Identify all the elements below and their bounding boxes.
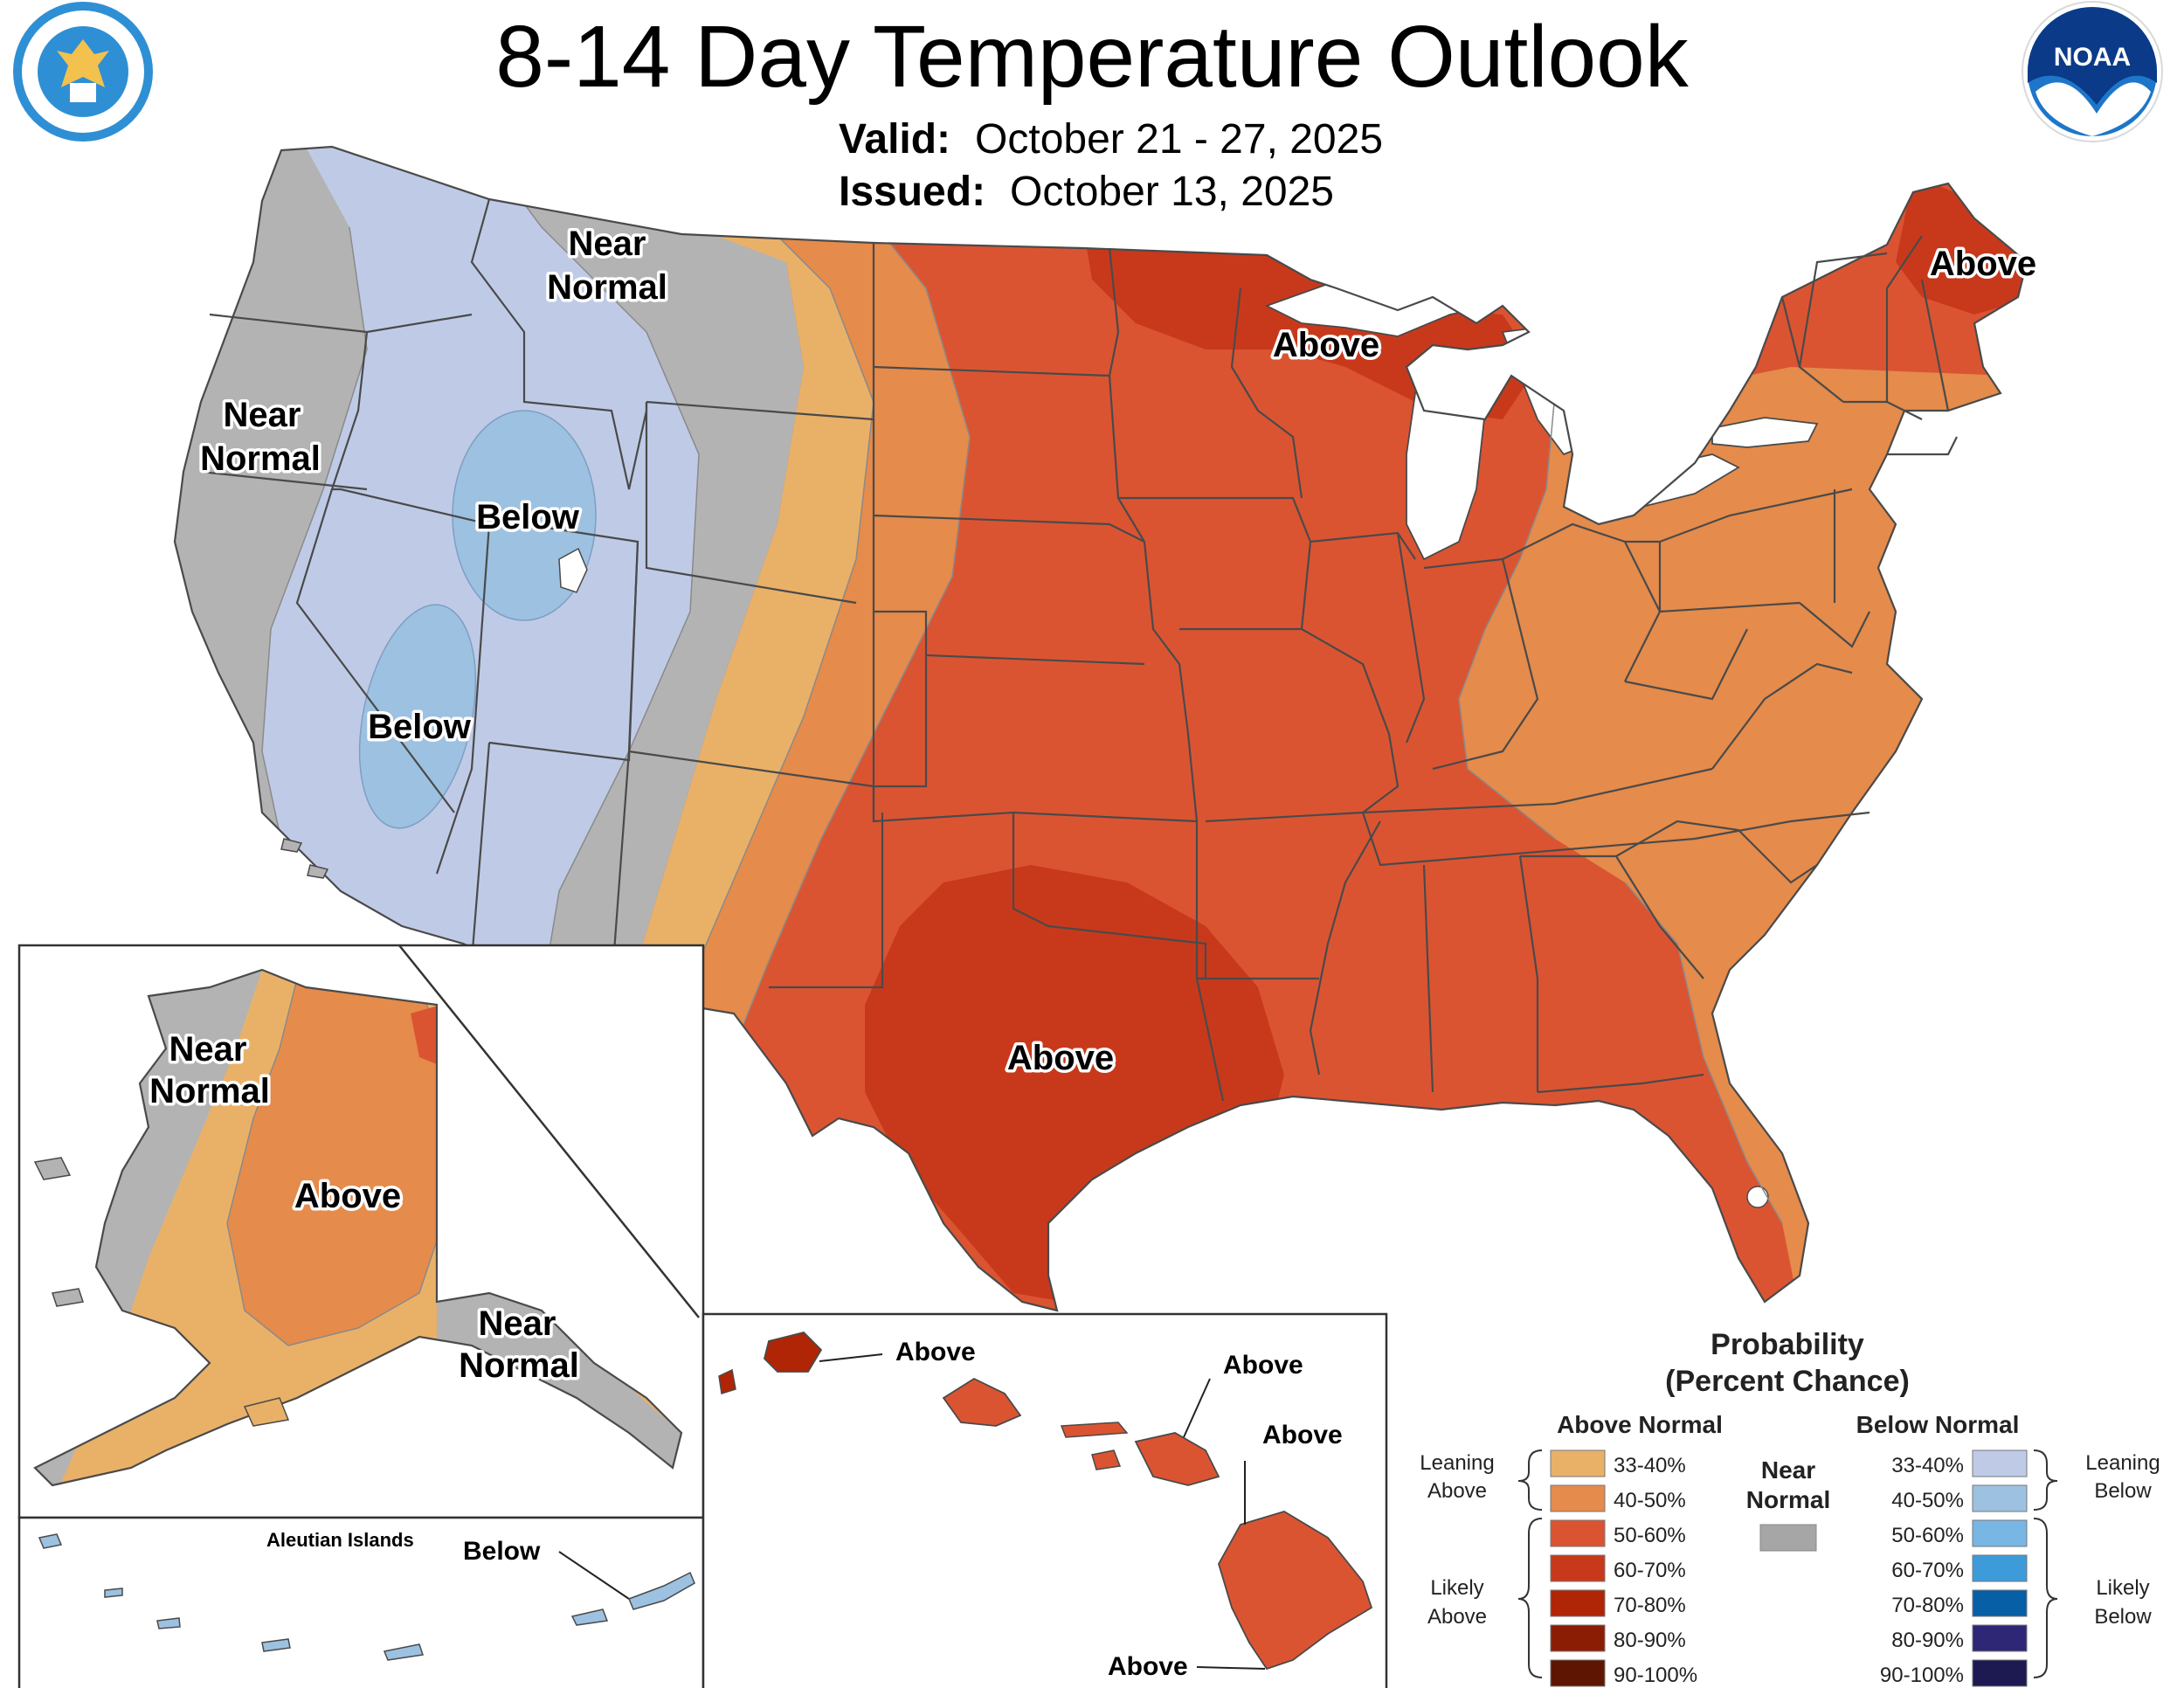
legend-above-swatch-3 xyxy=(1550,1554,1606,1582)
label-aleutians-title: Aleutian Islands xyxy=(266,1529,414,1551)
label-above-maine: Above xyxy=(1930,245,2036,283)
label-ak-se-near: Near xyxy=(479,1304,556,1343)
legend-leaning-above-1: Leaning xyxy=(1420,1451,1494,1475)
hawaii-inset: Above Above Above Above xyxy=(702,1312,1388,1688)
legend-above-swatch-2 xyxy=(1550,1519,1606,1547)
noaa-logo: NOAA xyxy=(2022,1,2163,142)
legend-below-swatch-6 xyxy=(1972,1659,2028,1687)
legend-above-swatch-6 xyxy=(1550,1659,1606,1687)
alaska-leader-line xyxy=(398,944,700,1318)
label-hi-big-island: Above xyxy=(1108,1652,1188,1681)
label-ak-near: Near xyxy=(169,1030,247,1069)
aleutian-islands-shapes xyxy=(38,1533,695,1661)
legend-below-swatch-4 xyxy=(1972,1589,2028,1617)
molokai xyxy=(1060,1422,1129,1438)
legend-below-swatch-3 xyxy=(1972,1554,2028,1582)
alaska-inset: Near Normal Above Near Normal xyxy=(17,944,705,1519)
legend-above-label-4: 70-80% xyxy=(1614,1594,1686,1617)
legend-braces xyxy=(1517,1449,2058,1678)
legend-above-label-5: 80-90% xyxy=(1614,1629,1686,1652)
kauai xyxy=(764,1332,823,1373)
legend-below-label-2: 50-60% xyxy=(1891,1524,1964,1547)
above-33-40-band xyxy=(612,210,874,1048)
label-below-idaho: Below xyxy=(476,498,580,536)
legend-likely-above-1: Likely xyxy=(1430,1576,1483,1600)
legend-below-label-6: 90-100% xyxy=(1880,1664,1964,1687)
legend-title-2: (Percent Chance) xyxy=(1665,1365,1910,1398)
issued-value: October 13, 2025 xyxy=(1010,169,1334,215)
legend-leaning-above-2: Above xyxy=(1427,1479,1487,1503)
legend-likely-below-1: Likely xyxy=(2096,1576,2149,1600)
legend-below-swatch-1 xyxy=(1972,1484,2028,1512)
aleutians-leader xyxy=(558,1551,630,1600)
label-aleutians-below: Below xyxy=(463,1537,541,1566)
legend-near-2: Normal xyxy=(1746,1486,1830,1513)
below-40-50-nevada xyxy=(358,604,477,829)
great-salt-lake xyxy=(558,547,588,593)
valid-label: Valid: xyxy=(839,116,951,163)
issued-date: Issued: October 13, 2025 xyxy=(839,168,1334,216)
label-ak-se-normal: Normal xyxy=(459,1346,579,1385)
legend-title-1: Probability xyxy=(1711,1328,1864,1361)
page-title: 8-14 Day Temperature Outlook xyxy=(495,8,1689,106)
oahu xyxy=(942,1377,1022,1427)
label-above-texas: Above xyxy=(1007,1039,1114,1077)
label-hi-oahu: Above xyxy=(1223,1351,1303,1380)
legend-above-label-3: 60-70% xyxy=(1614,1559,1686,1582)
legend-below-label-4: 70-80% xyxy=(1891,1594,1964,1617)
commerce-seal-logo xyxy=(13,2,153,142)
label-rockies-normal: Normal xyxy=(547,268,667,307)
legend-above-rows: 33-40% 40-50% 50-60% 60-70% 70-80% 80-90% 90-1… xyxy=(1550,1449,1697,1687)
legend-near-1: Near xyxy=(1761,1456,1815,1484)
label-below-nevada: Below xyxy=(368,708,472,746)
aleutians-inset: Aleutian Islands Below xyxy=(17,1516,705,1688)
legend-likely-above-2: Above xyxy=(1427,1605,1487,1629)
legend-below-swatch-2 xyxy=(1972,1519,2028,1547)
label-ak-above: Above xyxy=(294,1177,401,1215)
label-pacific-normal: Normal xyxy=(200,439,321,478)
legend-below-rows: 33-40% 40-50% 50-60% 60-70% 70-80% 80-90% 90-1… xyxy=(1880,1449,2028,1687)
noaa-logo-text: NOAA xyxy=(2054,43,2131,72)
legend-above-header: Above Normal xyxy=(1557,1411,1723,1438)
label-rockies-near: Near xyxy=(569,225,646,263)
legend-below-label-1: 40-50% xyxy=(1891,1489,1964,1512)
label-ak-normal: Normal xyxy=(149,1072,270,1110)
legend-above-label-2: 50-60% xyxy=(1614,1524,1686,1547)
legend-leaning-below-1: Leaning xyxy=(2085,1451,2160,1475)
legend-above-swatch-5 xyxy=(1550,1624,1606,1652)
lanai xyxy=(1091,1449,1122,1470)
label-hi-kauai: Above xyxy=(895,1338,976,1366)
legend-above-swatch-4 xyxy=(1550,1589,1606,1617)
big-island xyxy=(1218,1511,1373,1671)
label-pacific-near: Near xyxy=(224,396,301,434)
legend-above-label-0: 33-40% xyxy=(1614,1454,1686,1477)
label-hi-maui: Above xyxy=(1262,1421,1343,1449)
lake-ontario xyxy=(1711,417,1819,448)
legend-near-swatch xyxy=(1759,1524,1817,1552)
maui xyxy=(1134,1432,1220,1486)
above-60-70-maine xyxy=(1896,175,2027,315)
valid-dates: Valid: October 21 - 27, 2025 xyxy=(839,115,1383,163)
legend: Probability (Percent Chance) Above Norma… xyxy=(1420,1328,2160,1687)
legend-above-swatch-0 xyxy=(1550,1449,1606,1477)
legend-above-label-1: 40-50% xyxy=(1614,1489,1686,1512)
legend-leaning-below-2: Below xyxy=(2094,1479,2152,1503)
issued-label: Issued: xyxy=(839,169,986,215)
legend-below-header: Below Normal xyxy=(1856,1411,2020,1438)
lake-okeechobee xyxy=(1746,1186,1769,1208)
legend-likely-below-2: Below xyxy=(2094,1605,2152,1629)
pacific-islands xyxy=(280,838,329,879)
niihau xyxy=(718,1368,736,1394)
legend-below-label-3: 60-70% xyxy=(1891,1559,1964,1582)
legend-below-label-5: 80-90% xyxy=(1891,1629,1964,1652)
legend-above-swatch-1 xyxy=(1550,1484,1606,1512)
legend-above-label-6: 90-100% xyxy=(1614,1664,1697,1687)
valid-value: October 21 - 27, 2025 xyxy=(975,116,1384,163)
legend-below-label-0: 33-40% xyxy=(1891,1454,1964,1477)
above-40-50-band xyxy=(664,218,970,1048)
legend-below-swatch-0 xyxy=(1972,1449,2028,1477)
legend-below-swatch-5 xyxy=(1972,1624,2028,1652)
label-above-north: Above xyxy=(1273,326,1379,364)
